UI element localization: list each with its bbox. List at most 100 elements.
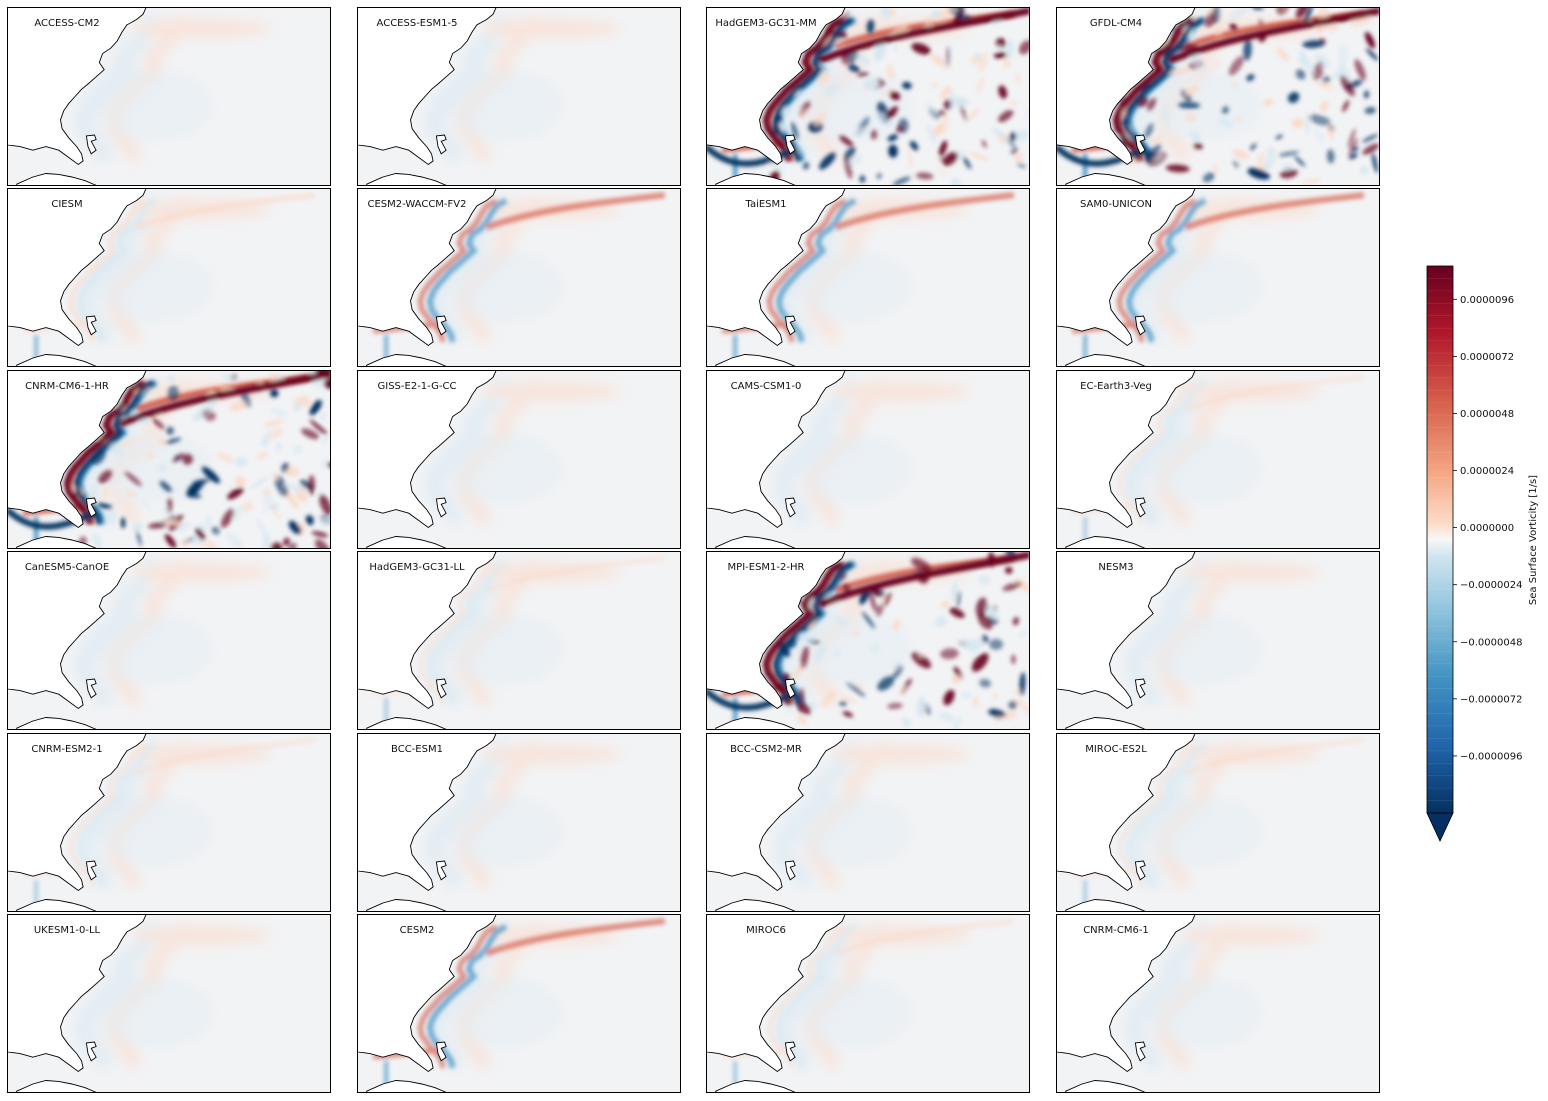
masked-region <box>1056 482 1089 508</box>
vorticity-field <box>7 551 331 730</box>
panel-title: ACCESS-ESM1-5 <box>377 18 458 29</box>
map-panel: HadGEM3-GC31-LL <box>357 551 681 730</box>
land-mass <box>706 370 846 529</box>
vorticity-field <box>706 188 1030 367</box>
colorbar: 0.0000096 0.0000072 0.0000048 0.0000024 0.00… <box>1426 265 1539 842</box>
vorticity-field <box>7 733 331 912</box>
panel-frame <box>706 188 1030 367</box>
land-mass <box>7 551 147 710</box>
vorticity-field <box>7 7 331 186</box>
map-panel: CNRM-CM6-1-HR <box>7 370 331 549</box>
map-panel: MPI-ESM1-2-HR <box>706 551 1030 730</box>
island-land <box>1134 1041 1146 1062</box>
vorticity-field <box>1056 370 1380 549</box>
land-mass <box>1056 551 1196 710</box>
panel-title: UKESM1-0-LL <box>34 925 101 936</box>
panel-title: BCC-ESM1 <box>391 744 443 755</box>
vorticity-field <box>1056 551 1380 730</box>
island-land <box>1134 497 1146 518</box>
panel-frame <box>706 7 1030 186</box>
island-land <box>1134 134 1146 155</box>
island-land <box>784 134 796 155</box>
island-land <box>435 497 447 518</box>
panel-frame <box>357 733 681 912</box>
island-land <box>784 497 796 518</box>
panel-title: MIROC6 <box>746 925 786 936</box>
cuba-land <box>715 354 797 367</box>
masked-region <box>1056 1026 1089 1052</box>
map-panel: MIROC-ES2L <box>1056 733 1380 912</box>
map-panel: CESM2-WACCM-FV2 <box>357 188 681 367</box>
land-mass <box>1056 7 1196 166</box>
colorbar-tick-label: 0.0000048 <box>1460 409 1514 420</box>
cuba-land <box>16 354 98 367</box>
panel-title: CIESM <box>51 199 82 210</box>
island-land <box>85 678 97 699</box>
land-mass <box>357 370 497 529</box>
panel-title: BCC-CSM2-MR <box>730 744 802 755</box>
cuba-land <box>715 717 797 730</box>
map-panel: TaiESM1 <box>706 188 1030 367</box>
panel-title: HadGEM3-GC31-LL <box>369 562 465 573</box>
masked-region <box>357 845 390 871</box>
panel-frame <box>7 914 331 1093</box>
masked-region <box>7 119 40 145</box>
island-land <box>85 497 97 518</box>
cuba-land <box>366 354 448 367</box>
panel-frame <box>357 370 681 549</box>
cuba-land <box>16 717 98 730</box>
cuba-land <box>715 536 797 549</box>
land-mass <box>706 7 846 166</box>
cuba-land <box>1065 899 1147 912</box>
cuba-land <box>366 899 448 912</box>
vorticity-field <box>1056 914 1380 1093</box>
panel-frame <box>1056 733 1380 912</box>
vorticity-field <box>706 7 1030 186</box>
panel-frame <box>7 370 331 549</box>
island-land <box>435 134 447 155</box>
cuba-land <box>1065 354 1147 367</box>
panel-frame <box>1056 7 1380 186</box>
panel-title: MPI-ESM1-2-HR <box>728 562 805 573</box>
island-land <box>435 678 447 699</box>
map-panel: CNRM-CM6-1 <box>1056 914 1380 1093</box>
map-panel: SAM0-UNICON <box>1056 188 1380 367</box>
masked-region <box>706 1026 739 1052</box>
panel-frame <box>706 551 1030 730</box>
vorticity-field <box>357 914 681 1093</box>
land-mass <box>7 7 147 166</box>
panel-title: GFDL-CM4 <box>1090 18 1142 29</box>
panel-title: CESM2 <box>400 925 435 936</box>
map-panel: MIROC6 <box>706 914 1030 1093</box>
colorbar-extend-min <box>1426 812 1454 842</box>
land-mass <box>1056 914 1196 1073</box>
panel-frame <box>7 551 331 730</box>
masked-region <box>1056 663 1089 689</box>
cuba-land <box>16 173 98 186</box>
cuba-land <box>16 536 98 549</box>
panel-title: CNRM-CM6-1-HR <box>25 381 109 392</box>
masked-region <box>357 1026 390 1052</box>
map-panel: NESM3 <box>1056 551 1380 730</box>
island-land <box>784 315 796 336</box>
map-panel: CESM2 <box>357 914 681 1093</box>
colorbar-tick-label: −0.0000096 <box>1460 751 1522 762</box>
map-panel: CAMS-CSM1-0 <box>706 370 1030 549</box>
masked-region <box>7 663 40 689</box>
panel-frame <box>7 7 331 186</box>
cuba-land <box>715 899 797 912</box>
island-land <box>1134 678 1146 699</box>
island-land <box>85 1041 97 1062</box>
map-panel: GISS-E2-1-G-CC <box>357 370 681 549</box>
map-panel: CanESM5-CanOE <box>7 551 331 730</box>
colorbar-tick-label: −0.0000048 <box>1460 637 1522 648</box>
panel-frame <box>706 370 1030 549</box>
island-land <box>85 315 97 336</box>
panel-frame <box>1056 188 1380 367</box>
map-panel: UKESM1-0-LL <box>7 914 331 1093</box>
vorticity-field <box>357 7 681 186</box>
panel-frame <box>1056 914 1380 1093</box>
map-panel: ACCESS-ESM1-5 <box>357 7 681 186</box>
colorbar-tick-label: 0.0000024 <box>1460 466 1514 477</box>
vorticity-field <box>7 370 331 549</box>
